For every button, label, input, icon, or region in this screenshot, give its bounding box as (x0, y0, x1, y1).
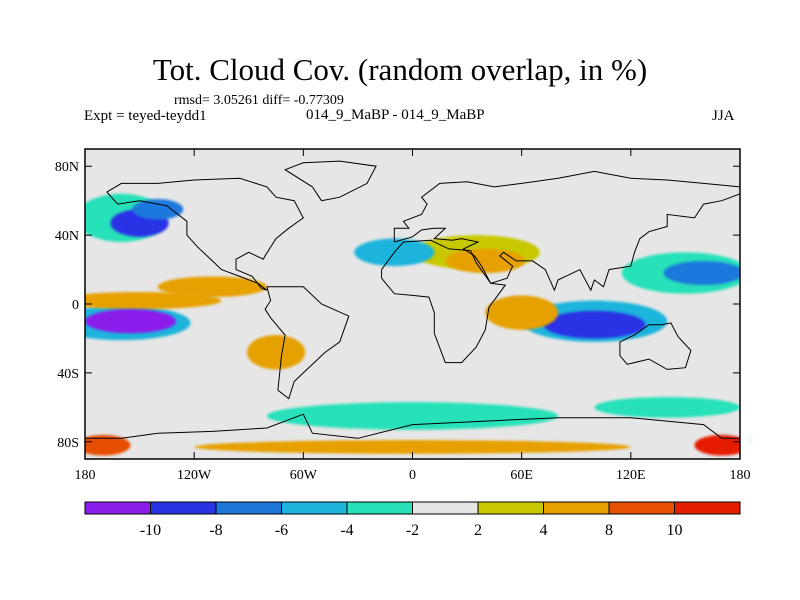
y-tick-label: 80S (57, 436, 79, 451)
anomaly-region (85, 434, 131, 456)
colorbar-swatch (543, 501, 610, 515)
anomaly-region (85, 291, 222, 310)
x-tick-label: 120W (177, 468, 212, 483)
runs-label: 014_9_MaBP - 014_9_MaBP (306, 107, 485, 123)
anomaly-region (266, 402, 559, 430)
colorbar-swatch (608, 501, 675, 515)
colorbar-label: -6 (275, 522, 288, 539)
coastline (106, 177, 304, 291)
anomaly-region (445, 248, 526, 273)
anomaly-region (594, 397, 740, 418)
colorbar-label: -10 (140, 522, 161, 539)
colorbar-label: -2 (406, 522, 419, 539)
coastline (619, 322, 692, 370)
coastline (264, 286, 350, 400)
anomaly-region (663, 260, 740, 286)
colorbar-swatch (281, 501, 348, 515)
experiment-label: Expt = teyed-teydd1 (84, 108, 207, 124)
colorbar: -10 -8 -6 -4 -2 2 4 8 10 (84, 501, 741, 539)
x-tick-label: 60E (510, 468, 533, 483)
x-tick-label: 120E (616, 468, 646, 483)
colorbar-swatch (215, 501, 282, 515)
anomaly-region (85, 309, 176, 334)
coastline (381, 239, 507, 364)
colorbar-label: -8 (209, 522, 222, 539)
colorbar-swatch (477, 501, 544, 515)
colorbar-label: -4 (340, 522, 353, 539)
anomaly-region (694, 434, 740, 456)
anomaly-region (543, 310, 646, 339)
anomaly-region (157, 276, 267, 298)
colorbar-label: 2 (474, 522, 482, 539)
coastline (85, 413, 740, 439)
colorbar-swatch (346, 501, 413, 515)
x-tick-label: 0 (409, 468, 416, 483)
x-tick-label: 60W (290, 468, 318, 483)
anomaly-region (246, 335, 306, 370)
colorbar-swatch (150, 501, 217, 515)
coastline (393, 170, 740, 292)
stats-line: rmsd= 3.05261 diff= -0.77309 (174, 93, 344, 108)
anomaly-region (194, 440, 631, 454)
x-tick-label: 180 (75, 468, 96, 483)
colorbar-swatch (674, 501, 741, 515)
coastline (283, 160, 377, 202)
colorbar-swatch (84, 501, 151, 515)
colorbar-swatch (412, 501, 479, 515)
colorbar-label: 10 (667, 522, 683, 539)
y-tick-label: 40N (55, 229, 79, 244)
colorbar-label: 4 (540, 522, 548, 539)
x-tick-label: 180 (730, 468, 751, 483)
plot-title: Tot. Cloud Cov. (random overlap, in %) (152, 52, 648, 87)
y-tick-label: 40S (57, 367, 79, 382)
season-label: JJA (712, 108, 735, 124)
anomaly-region (132, 198, 184, 220)
anomaly-region (485, 295, 559, 330)
y-tick-label: 0 (72, 298, 79, 313)
anomaly-field (85, 193, 740, 456)
y-tick-label: 80N (55, 160, 79, 175)
coastlines (85, 160, 740, 439)
axis-ticks: 180 120W 60W 0 60E 120E 180 80N 40N 0 40S 80S (55, 149, 751, 483)
colorbar-label: 8 (605, 522, 613, 539)
